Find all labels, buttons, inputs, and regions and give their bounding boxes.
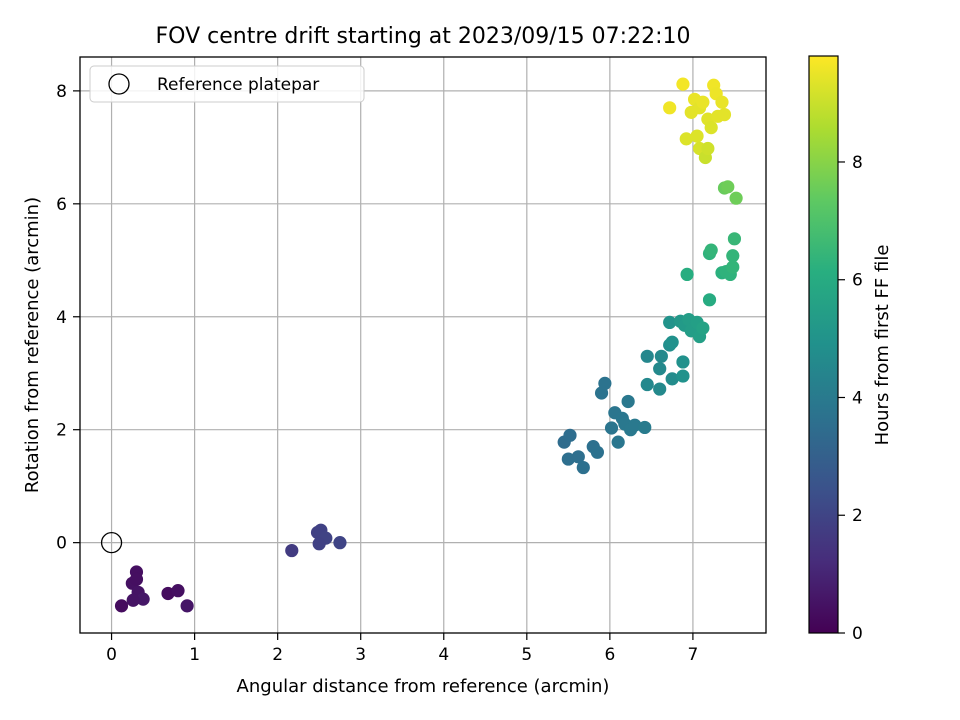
data-point <box>717 108 732 122</box>
data-point <box>604 421 619 435</box>
x-tick-label: 2 <box>272 645 283 665</box>
x-axis-label: Angular distance from reference (arcmin) <box>237 676 610 697</box>
data-point <box>563 428 577 442</box>
data-point <box>726 249 740 263</box>
data-point <box>704 120 718 135</box>
x-tick-label: 7 <box>688 645 699 665</box>
data-point <box>114 599 129 613</box>
grid-lines <box>80 57 766 633</box>
chart-title: FOV centre drift starting at 2023/09/15 … <box>156 24 691 49</box>
data-point <box>676 355 690 369</box>
y-axis-label: Rotation from reference (arcmin) <box>22 197 43 493</box>
y-tick-label: 4 <box>56 308 67 328</box>
y-axis-ticks: 0 2 4 6 8 <box>56 82 80 554</box>
data-point <box>129 572 144 586</box>
data-point <box>171 584 185 598</box>
data-point <box>721 180 735 194</box>
data-point <box>663 315 677 330</box>
data-point <box>679 132 693 146</box>
colorbar-gradient <box>808 55 839 634</box>
data-point <box>704 243 718 257</box>
data-point <box>715 95 729 109</box>
data-point <box>702 293 717 307</box>
x-axis-ticks: 0 1 2 3 4 5 6 7 <box>106 633 698 665</box>
colorbar-label: Hours from first FF file <box>872 245 893 446</box>
colorbar-tick-label: 4 <box>852 388 863 408</box>
data-point <box>333 536 347 550</box>
data-point <box>136 592 150 606</box>
legend-marker-open-circle <box>108 73 130 95</box>
x-tick-label: 4 <box>438 645 449 665</box>
colorbar-tick-label: 0 <box>852 624 863 644</box>
data-points <box>100 77 743 613</box>
data-point <box>665 372 679 386</box>
x-tick-label: 0 <box>106 645 117 665</box>
data-point <box>701 141 715 156</box>
colorbar-ticks: 0 2 4 6 8 <box>838 153 863 644</box>
colorbar: 0 2 4 6 8 Hours from first FF file <box>808 55 893 644</box>
data-point <box>727 232 742 246</box>
x-tick-label: 3 <box>355 645 366 665</box>
data-point <box>696 321 710 335</box>
colorbar-tick-label: 8 <box>852 153 863 173</box>
data-point <box>611 435 625 449</box>
data-point <box>590 445 605 459</box>
data-point <box>561 452 575 466</box>
colorbar-tick-label: 2 <box>852 506 863 526</box>
x-tick-label: 1 <box>189 645 200 665</box>
legend-box <box>89 65 365 103</box>
reference-platepar-marker <box>100 531 123 554</box>
data-point <box>638 420 652 435</box>
colorbar-tick-label: 6 <box>852 271 863 291</box>
data-point <box>729 191 743 205</box>
y-tick-label: 6 <box>56 195 67 215</box>
y-tick-label: 8 <box>56 82 67 102</box>
data-point <box>696 95 710 109</box>
data-point <box>628 418 642 432</box>
data-point <box>653 382 667 396</box>
data-point <box>312 537 326 551</box>
x-tick-label: 6 <box>604 645 615 665</box>
data-point <box>676 369 690 383</box>
legend: Reference platepar <box>89 65 365 103</box>
data-point <box>676 77 690 91</box>
data-point <box>161 586 175 601</box>
y-tick-label: 0 <box>56 534 67 554</box>
data-point <box>640 377 654 392</box>
data-point <box>690 129 704 143</box>
data-point <box>653 362 667 376</box>
data-point <box>680 267 694 282</box>
data-point <box>180 599 194 613</box>
legend-label: Reference platepar <box>157 75 319 95</box>
plot-frame <box>79 56 767 634</box>
data-point <box>726 260 740 274</box>
x-tick-label: 5 <box>521 645 532 665</box>
data-point <box>126 593 140 607</box>
data-point <box>640 349 654 363</box>
y-tick-label: 2 <box>56 421 67 441</box>
data-point <box>621 394 635 409</box>
data-point <box>654 349 668 363</box>
data-point <box>665 335 679 349</box>
data-point <box>598 376 612 390</box>
data-point <box>285 543 299 558</box>
data-point <box>663 101 677 115</box>
data-point <box>576 460 590 475</box>
data-point <box>571 450 585 464</box>
